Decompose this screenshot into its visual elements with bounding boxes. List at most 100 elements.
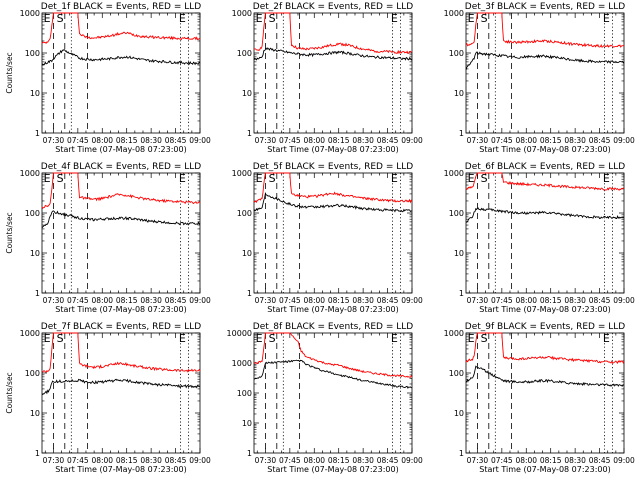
y-tick-label: 1: [459, 289, 464, 298]
interval-marker: E: [256, 12, 263, 25]
lld-series-line: [253, 332, 413, 378]
panel-5: Det_5f BLACK = Events, RED = LLD 1 10 100 10…: [232, 162, 423, 314]
x-tick-label: 08:00: [91, 296, 113, 305]
x-tick-label: 09:00: [401, 136, 423, 145]
events-series-line: [253, 47, 413, 61]
panel-title: Det_9f BLACK = Events, RED = LLD: [465, 322, 625, 332]
panel-3: Det_3f BLACK = Events, RED = LLD 1 10 100 10…: [444, 2, 635, 154]
x-tick-label: 08:30: [352, 456, 374, 465]
lld-series-line: [41, 172, 201, 209]
x-axis-label: Start Time (07-May-08 07:23:00): [267, 305, 398, 314]
x-tick-label: 08:30: [564, 296, 586, 305]
events-series-line: [253, 192, 413, 213]
y-tick-label: 1000: [20, 9, 40, 18]
x-tick-label: 08:15: [328, 456, 350, 465]
y-tick-label: 10: [454, 89, 464, 98]
x-tick-label: 07:30: [255, 136, 277, 145]
x-tick-label: 07:30: [467, 456, 489, 465]
interval-marker: S: [57, 332, 64, 345]
interval-marker: E: [179, 172, 186, 185]
plot-frame: [41, 12, 201, 134]
x-axis-label: Start Time (07-May-08 07:23:00): [55, 145, 186, 154]
panel-title: Det_1f BLACK = Events, RED = LLD: [41, 2, 201, 12]
interval-marker: E: [468, 332, 475, 345]
panel-9: Det_9f BLACK = Events, RED = LLD 1 10 100 10…: [444, 322, 635, 474]
x-tick-label: 08:00: [303, 456, 325, 465]
y-tick-label: 1: [459, 129, 464, 138]
y-tick-label: 1: [35, 129, 40, 138]
x-tick-label: 08:45: [165, 296, 187, 305]
lld-series-line: [253, 12, 413, 55]
x-tick-label: 07:45: [279, 296, 301, 305]
y-tick-label: 1000: [20, 329, 40, 338]
x-tick-label: 09:00: [401, 456, 423, 465]
interval-marker: E: [44, 172, 51, 185]
x-tick-label: 09:00: [613, 296, 635, 305]
events-series-line: [465, 207, 625, 223]
panel-title: Det_2f BLACK = Events, RED = LLD: [253, 2, 413, 12]
lld-series-line: [42, 332, 201, 373]
panel-title: Det_4f BLACK = Events, RED = LLD: [41, 162, 201, 172]
x-tick-label: 09:00: [189, 296, 211, 305]
x-tick-label: 08:45: [377, 456, 399, 465]
x-tick-label: 07:45: [67, 296, 89, 305]
y-tick-label: 100: [25, 49, 40, 58]
panel-4: Det_4f BLACK = Events, RED = LLD 1 10 100 10…: [5, 162, 211, 314]
y-tick-label: 1000: [232, 169, 252, 178]
x-tick-label: 08:00: [303, 296, 325, 305]
panel-title: Det_6f BLACK = Events, RED = LLD: [465, 162, 625, 172]
x-tick-label: 09:00: [613, 136, 635, 145]
x-tick-label: 08:45: [377, 296, 399, 305]
x-tick-label: 07:45: [279, 456, 301, 465]
interval-marker: E: [391, 332, 398, 345]
y-tick-label: 1: [459, 449, 464, 458]
plot-frame: [465, 12, 625, 134]
plot-frame: [253, 332, 413, 454]
events-series-line: [41, 210, 201, 229]
x-tick-label: 08:15: [540, 136, 562, 145]
plot-frame: [253, 172, 413, 294]
x-tick-label: 08:45: [589, 296, 611, 305]
x-tick-label: 08:45: [589, 456, 611, 465]
events-series-line: [41, 49, 201, 66]
panel-title: Det_8f BLACK = Events, RED = LLD: [253, 322, 413, 332]
x-tick-label: 07:45: [67, 456, 89, 465]
x-tick-label: 08:15: [116, 296, 138, 305]
y-tick-label: 1000: [444, 169, 464, 178]
x-tick-label: 07:30: [255, 456, 277, 465]
interval-marker: E: [603, 12, 610, 25]
x-axis-label: Start Time (07-May-08 07:23:00): [479, 465, 610, 474]
interval-marker: S: [57, 12, 64, 25]
x-tick-label: 09:00: [613, 456, 635, 465]
x-tick-label: 08:00: [91, 136, 113, 145]
interval-marker: E: [391, 12, 398, 25]
interval-marker: E: [179, 332, 186, 345]
y-axis-label: Counts/sec: [5, 52, 14, 93]
x-tick-label: 08:45: [165, 456, 187, 465]
x-tick-label: 08:45: [165, 136, 187, 145]
y-tick-label: 100: [237, 49, 252, 58]
events-series-line: [465, 365, 625, 387]
interval-marker: E: [44, 12, 51, 25]
interval-marker: S: [481, 332, 488, 345]
interval-marker: S: [57, 172, 64, 185]
x-tick-label: 08:15: [328, 136, 350, 145]
y-tick-label: 1000: [444, 329, 464, 338]
y-axis-label: Counts/sec: [5, 212, 14, 253]
y-tick-label: 10: [30, 249, 40, 258]
y-tick-label: 10: [242, 419, 252, 428]
interval-marker: E: [391, 172, 398, 185]
x-tick-label: 08:30: [140, 136, 162, 145]
y-tick-label: 100: [237, 209, 252, 218]
y-tick-label: 1: [35, 449, 40, 458]
lld-series-line: [253, 172, 413, 204]
y-tick-label: 100: [237, 389, 252, 398]
panel-1: Det_1f BLACK = Events, RED = LLD 1 10 100 10…: [5, 2, 211, 154]
x-tick-label: 08:30: [140, 456, 162, 465]
x-tick-label: 07:45: [67, 136, 89, 145]
x-axis-label: Start Time (07-May-08 07:23:00): [479, 145, 610, 154]
panel-title: Det_7f BLACK = Events, RED = LLD: [41, 322, 201, 332]
x-axis-label: Start Time (07-May-08 07:23:00): [479, 305, 610, 314]
interval-marker: E: [256, 172, 263, 185]
